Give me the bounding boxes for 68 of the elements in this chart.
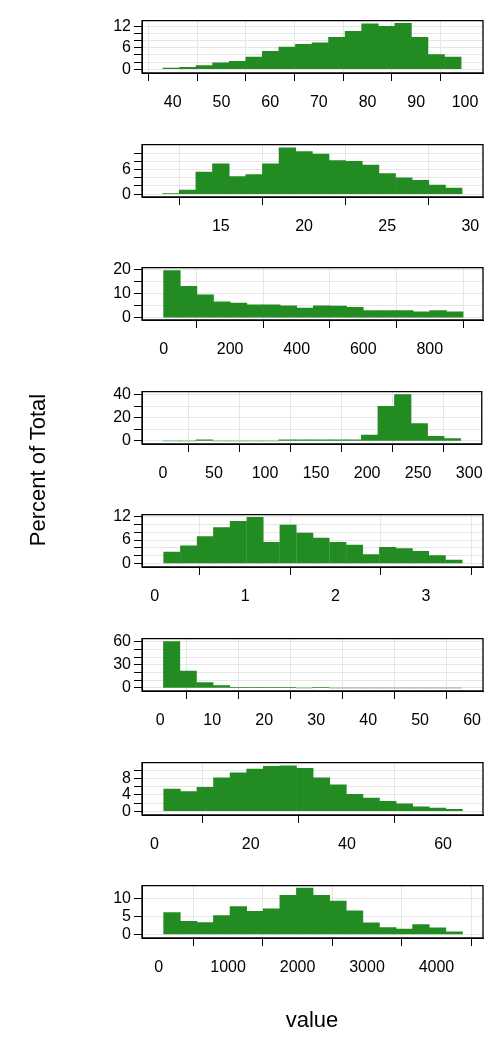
x-tick-label: 15	[211, 216, 230, 234]
x-tick-label: 40	[337, 834, 356, 852]
x-tick-label: 10	[203, 711, 222, 729]
y-axis-title: Percent of Total	[25, 393, 51, 547]
x-tick-label: 0	[159, 340, 169, 358]
x-tick-label: 150	[302, 463, 330, 481]
x-tick-label: 3000	[349, 958, 385, 976]
y-tick-label: 40	[113, 384, 132, 402]
x-tick-label: 600	[349, 340, 377, 358]
x-tick-label: 60	[434, 834, 453, 852]
x-tick-label: 30	[461, 216, 480, 234]
y-tick-label: 12	[113, 17, 132, 35]
x-tick-label: 0	[155, 711, 165, 729]
x-tick-label: 1	[240, 587, 250, 605]
x-axis-title: value	[285, 1007, 339, 1033]
x-tick-label: 50	[411, 711, 430, 729]
y-tick-label: 0	[122, 59, 132, 77]
x-tick-label: 2	[331, 587, 341, 605]
y-tick-label: 6	[122, 159, 132, 177]
x-tick-label: 3	[421, 587, 431, 605]
x-tick-label: 4000	[418, 958, 455, 976]
x-tick-label: 2000	[279, 958, 316, 976]
y-tick-label: 8	[122, 768, 132, 786]
y-tick-label: 12	[113, 507, 132, 525]
x-tick-label: 1000	[210, 958, 247, 976]
y-tick-label: 30	[113, 655, 132, 673]
x-tick-label: 60	[261, 93, 280, 111]
x-tick-label: 50	[212, 93, 231, 111]
y-tick-label: 0	[122, 308, 132, 326]
y-tick-label: 0	[122, 431, 132, 449]
x-tick-label: 25	[378, 216, 397, 234]
x-tick-label: 40	[163, 93, 182, 111]
x-tick-label: 800	[416, 340, 444, 358]
y-tick-label: 6	[122, 38, 132, 56]
x-tick-label: 90	[407, 93, 426, 111]
x-tick-label: 100	[451, 93, 479, 111]
x-tick-label: 0	[150, 834, 160, 852]
x-tick-label: 200	[353, 463, 381, 481]
x-tick-label: 20	[255, 711, 274, 729]
x-tick-label: 60	[463, 711, 482, 729]
x-tick-label: 0	[154, 958, 164, 976]
x-tick-label: 400	[283, 340, 311, 358]
y-tick-label: 4	[122, 784, 132, 802]
x-tick-label: 80	[358, 93, 377, 111]
y-tick-label: 0	[122, 924, 132, 942]
y-tick-label: 5	[122, 906, 132, 924]
y-tick-label: 6	[122, 530, 132, 548]
x-tick-label: 40	[359, 711, 378, 729]
y-tick-label: 0	[122, 184, 132, 202]
x-tick-label: 0	[158, 463, 168, 481]
x-tick-label: 300	[455, 463, 483, 481]
y-tick-label: 20	[113, 260, 132, 278]
y-tick-label: 10	[113, 284, 132, 302]
y-tick-label: 20	[113, 408, 132, 425]
y-tick-label: 0	[122, 801, 132, 819]
x-tick-label: 200	[216, 340, 244, 358]
x-tick-label: 70	[309, 93, 328, 111]
x-tick-label: 250	[404, 463, 432, 481]
x-tick-label: 30	[307, 711, 326, 729]
y-tick-label: 60	[113, 632, 132, 650]
x-tick-label: 50	[205, 463, 223, 481]
y-tick-label: 0	[122, 554, 132, 572]
y-tick-label: 0	[122, 678, 132, 696]
x-tick-label: 0	[150, 587, 160, 605]
x-tick-label: 100	[251, 463, 279, 481]
x-tick-label: 20	[295, 216, 314, 234]
x-tick-label: 20	[241, 834, 260, 852]
y-tick-label: 10	[113, 888, 132, 906]
